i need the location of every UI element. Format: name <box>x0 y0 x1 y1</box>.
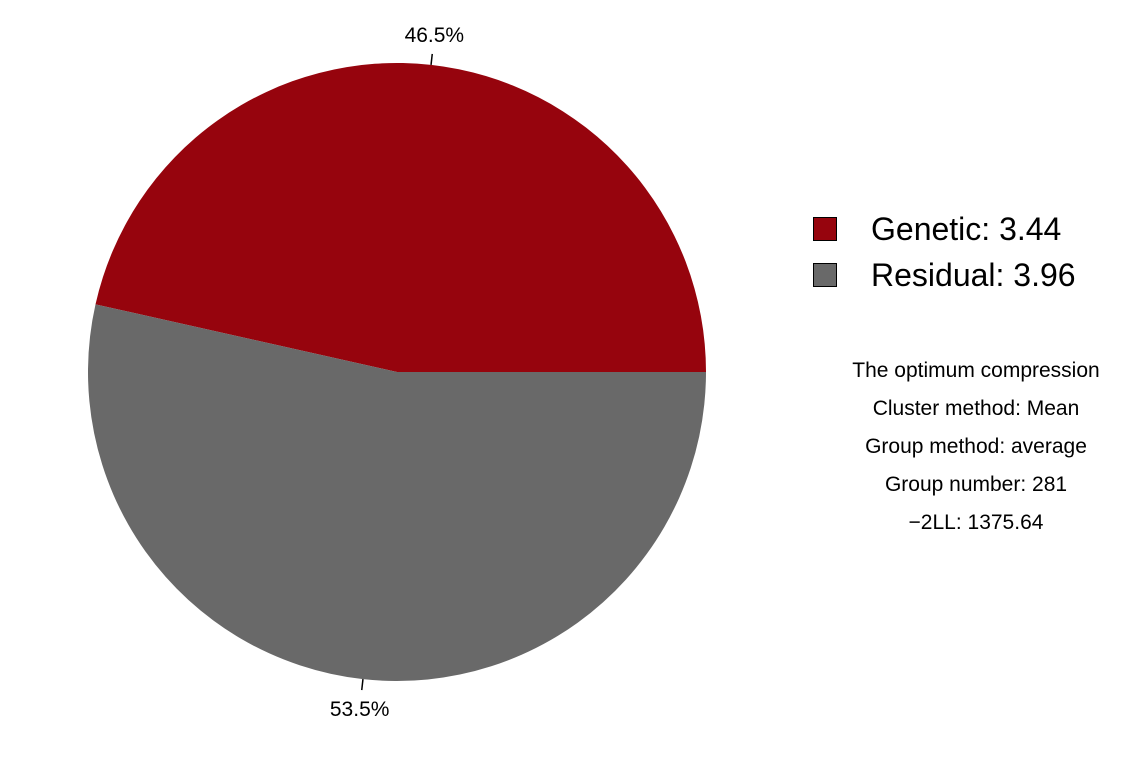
legend-swatch-genetic <box>813 217 837 241</box>
info-group-number: Group number: 281 <box>884 473 1068 496</box>
model-info: The optimum compression Cluster method: … <box>826 354 1126 544</box>
info-group-method: Group method: average <box>865 435 1087 458</box>
pie-slice-residual <box>88 304 707 681</box>
slice-label-genetic: 46.5% <box>405 24 465 47</box>
legend-item-residual: Residual: 3.96 <box>813 252 1076 298</box>
slice-label-residual: 53.5% <box>330 698 390 721</box>
label-tick-residual <box>361 679 364 691</box>
legend-item-genetic: Genetic: 3.44 <box>813 206 1076 252</box>
legend-label-residual: Residual: 3.96 <box>871 257 1076 293</box>
info-neg2ll: −2LL: 1375.64 <box>908 511 1044 534</box>
pie-slice-genetic <box>95 62 706 372</box>
legend-label-genetic: Genetic: 3.44 <box>871 211 1062 247</box>
legend-swatch-residual <box>813 263 837 287</box>
legend: Genetic: 3.44 Residual: 3.96 <box>813 206 1076 298</box>
label-tick-genetic <box>430 53 433 65</box>
info-cluster-method: Cluster method: Mean <box>872 397 1080 420</box>
info-title: The optimum compression <box>852 359 1100 382</box>
